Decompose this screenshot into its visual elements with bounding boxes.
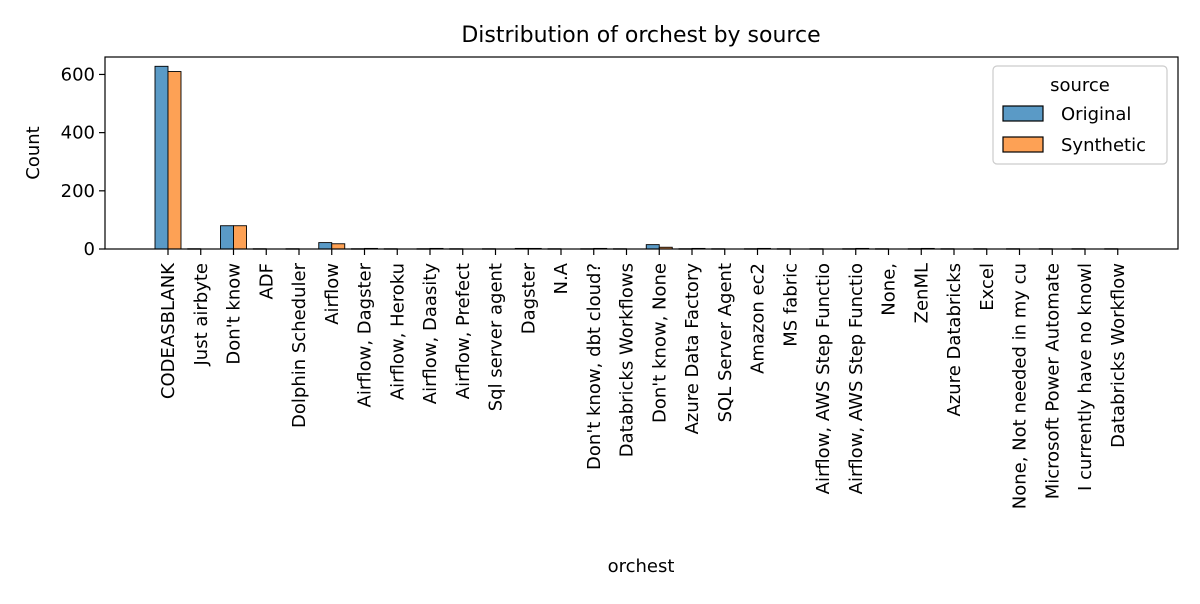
x-tick-label-24: Azure Databricks (944, 263, 965, 416)
y-tick-label-200: 200 (61, 181, 95, 202)
bar-original-2 (220, 225, 234, 250)
y-tick-label-0: 0 (84, 239, 95, 260)
y-axis-label: Count (23, 126, 44, 179)
x-tick-label-22: None, (879, 263, 900, 316)
legend-label-synthetic: Synthetic (1061, 135, 1146, 156)
bar-original-15 (645, 244, 660, 250)
x-tick-label-11: Dagster (518, 262, 539, 334)
x-tick-label-2: Don't know (224, 263, 245, 365)
x-tick-label-8: Airflow, Daasity (420, 263, 441, 405)
legend: source Original Synthetic (992, 65, 1168, 165)
legend-label-original: Original (1061, 104, 1131, 125)
x-tick-label-18: Amazon ec2 (748, 263, 769, 374)
x-tick-label-14: Databricks Workflows (617, 263, 638, 457)
x-tick-label-28: I currently have no knowl (1075, 263, 1096, 491)
y-tick-label-400: 400 (61, 123, 95, 144)
bars-layer (154, 65, 1119, 250)
x-tick-label-21: Airflow, AWS Step Functio (846, 263, 867, 494)
x-tick-label-16: Azure Data Factory (682, 263, 703, 435)
x-tick-label-26: None, Not needed in my cu (1010, 263, 1031, 509)
x-tick-label-23: ZenML (911, 263, 932, 323)
axes-layer: 0 200 400 600 CODEASBLANK Just airbyte Don't k… (61, 56, 1179, 509)
x-tick-label-25: Excel (977, 263, 998, 311)
x-tick-label-1: Just airbyte (191, 263, 212, 367)
legend-swatch-synthetic (1002, 136, 1044, 153)
bar-synthetic-5 (331, 243, 346, 250)
x-tick-label-17: SQL Server Agent (715, 263, 736, 422)
x-tick-label-9: Airflow, Prefect (453, 263, 474, 399)
x-tick-label-13: Don't know, dbt cloud? (584, 263, 605, 470)
x-tick-label-19: MS fabric (780, 263, 801, 347)
legend-swatch-original (1002, 105, 1044, 122)
x-tick-label-5: Airflow (322, 263, 343, 325)
x-tick-label-7: Airflow, Heroku (387, 263, 408, 400)
bar-original-5 (318, 242, 333, 250)
x-tick-label-15: Don't know, None (649, 263, 670, 423)
x-tick-label-20: Airflow, AWS Step Functio (813, 263, 834, 494)
bar-synthetic-2 (233, 225, 247, 250)
bar-synthetic-0 (167, 71, 182, 250)
x-tick-label-6: Airflow, Dagster (355, 262, 376, 407)
x-tick-label-4: Dolphin Scheduler (289, 262, 310, 428)
x-tick-label-3: ADF (256, 263, 277, 300)
plot-frame (104, 56, 1179, 250)
y-tick-label-600: 600 (61, 64, 95, 85)
x-axis-label: orchest (608, 556, 675, 577)
x-tick-label-10: Sql server agent (486, 263, 507, 411)
legend-title: source (1050, 75, 1110, 96)
x-tick-label-27: Microsoft Power Automate (1042, 263, 1063, 499)
bar-original-0 (154, 65, 169, 250)
x-tick-label-0: CODEASBLANK (158, 262, 179, 399)
x-tick-label-29: Databricks Workflow (1108, 263, 1129, 448)
chart-title: Distribution of orchest by source (461, 23, 820, 48)
x-tick-label-12: N.A (551, 262, 572, 294)
